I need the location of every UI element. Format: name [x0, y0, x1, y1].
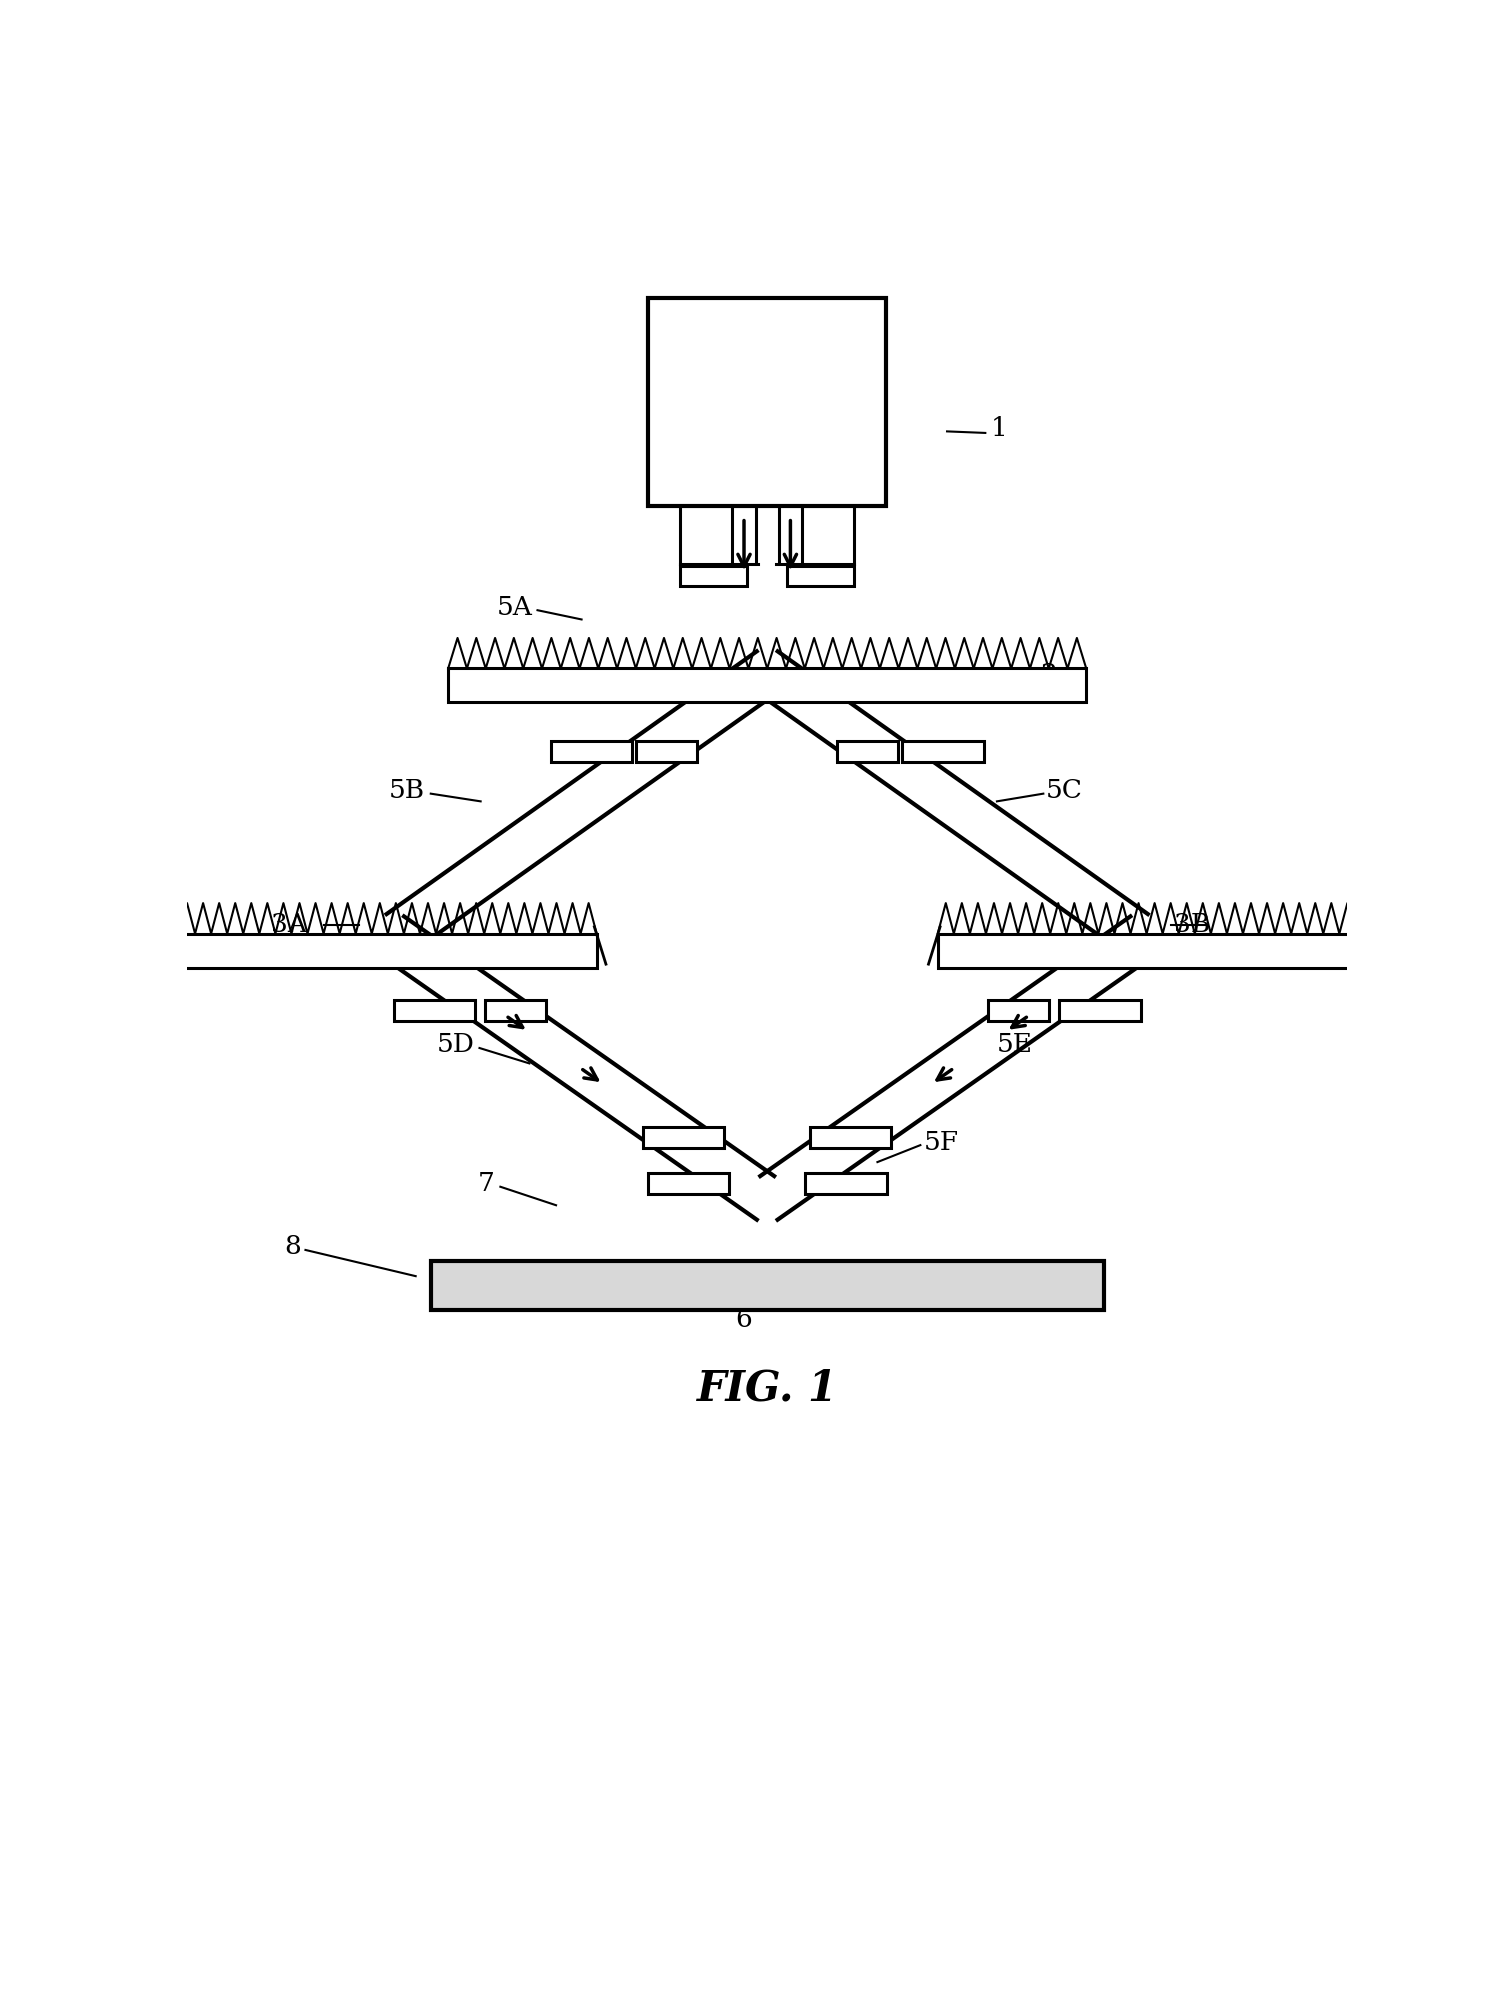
Bar — [485, 999, 546, 1021]
Polygon shape — [759, 915, 1150, 1221]
Text: 5E: 5E — [997, 1033, 1033, 1057]
Bar — [394, 999, 475, 1021]
Bar — [648, 298, 886, 507]
Bar — [810, 1127, 891, 1149]
Polygon shape — [385, 915, 775, 1221]
Text: 5B: 5B — [389, 779, 425, 803]
Bar — [1060, 999, 1141, 1021]
Bar — [448, 669, 1087, 703]
Bar — [787, 567, 855, 587]
Bar — [648, 1173, 729, 1195]
Bar — [431, 1261, 1103, 1309]
Bar — [837, 741, 898, 763]
Bar — [551, 741, 632, 763]
Text: FIG. 1: FIG. 1 — [696, 1367, 838, 1409]
Text: 5D: 5D — [437, 1033, 475, 1057]
Bar — [644, 1127, 725, 1149]
Bar — [937, 933, 1355, 967]
Bar — [988, 999, 1049, 1021]
Text: 3A: 3A — [271, 913, 307, 937]
Text: 3B: 3B — [1174, 913, 1211, 937]
Text: 1: 1 — [991, 416, 1007, 440]
Text: 8: 8 — [284, 1235, 301, 1259]
Text: 6: 6 — [735, 1307, 753, 1331]
Bar — [903, 741, 984, 763]
Text: 7: 7 — [478, 1171, 494, 1195]
Text: 5F: 5F — [924, 1129, 960, 1155]
Bar — [680, 567, 747, 587]
Bar — [805, 1173, 886, 1195]
Text: 2: 2 — [1040, 663, 1057, 687]
Text: 5C: 5C — [1046, 779, 1082, 803]
Polygon shape — [385, 651, 775, 959]
Text: 5A: 5A — [497, 595, 533, 621]
Bar — [636, 741, 698, 763]
Bar — [180, 933, 597, 967]
Polygon shape — [759, 651, 1150, 959]
